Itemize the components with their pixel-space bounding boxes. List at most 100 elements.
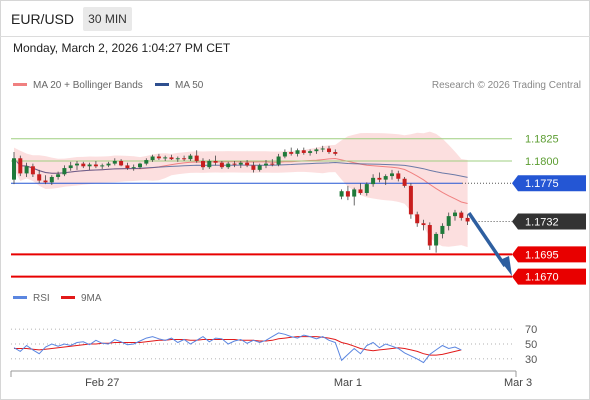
candle — [18, 155, 23, 177]
candle-body — [24, 166, 29, 174]
candle-body — [421, 223, 426, 226]
candle — [87, 162, 92, 170]
candle — [207, 159, 212, 169]
candle-body — [81, 163, 86, 167]
candle-body — [238, 162, 243, 165]
candle — [131, 164, 136, 171]
rsi-axis-label: 50 — [525, 339, 537, 351]
candle — [75, 160, 79, 170]
candle-body — [364, 184, 369, 193]
legend-ma50: MA 50 — [155, 80, 203, 91]
level-label-1.1670: 1.1670 — [525, 272, 559, 284]
rsi-line — [13, 332, 462, 364]
candle-body — [396, 173, 401, 179]
candle-body — [459, 212, 464, 218]
candle-body — [18, 158, 23, 174]
candle — [257, 163, 262, 172]
candle-body — [402, 178, 407, 186]
candle — [150, 154, 155, 162]
candle — [226, 161, 231, 169]
candle-body — [264, 163, 268, 166]
candle — [301, 147, 306, 155]
candle — [169, 154, 174, 161]
candle-body — [138, 163, 142, 168]
time-tick-label: Mar 1 — [334, 377, 362, 389]
candle — [245, 160, 250, 168]
candle — [49, 175, 54, 185]
time-tick-label: Feb 27 — [85, 377, 119, 389]
level-tag-1.1670 — [512, 268, 586, 285]
candle-body — [213, 160, 218, 163]
candle — [459, 210, 464, 221]
candle — [345, 185, 350, 201]
candle-body — [358, 189, 363, 193]
candle — [251, 161, 256, 173]
timeframe-badge[interactable]: 30 MIN — [83, 7, 132, 31]
candle-body — [453, 212, 457, 217]
candle — [119, 159, 124, 167]
candle-body — [144, 160, 149, 164]
candle — [415, 211, 420, 227]
candle-body — [390, 173, 394, 177]
candle-body — [150, 156, 155, 161]
candle — [408, 183, 413, 219]
candle-body — [112, 160, 117, 164]
candle — [100, 163, 105, 169]
candle — [270, 159, 275, 167]
candle-body — [314, 149, 319, 152]
datetime-label: Monday, March 2, 2026 1:04:27 PM CET — [13, 41, 231, 55]
candle — [352, 187, 357, 206]
candle — [446, 212, 451, 231]
research-credit: Research © 2026 Trading Central — [431, 80, 581, 91]
forecast-arrow-head — [500, 256, 512, 276]
candle — [434, 232, 439, 253]
candle-body — [308, 151, 313, 153]
rsi-swatch — [13, 295, 27, 299]
candle — [308, 149, 313, 156]
candle-body — [446, 216, 451, 226]
candle — [156, 153, 161, 161]
rsi-axis-label: 70 — [525, 324, 537, 336]
candle — [440, 223, 445, 239]
candle-body — [345, 191, 350, 197]
level-tag-1.1695 — [512, 246, 586, 263]
candle-body — [194, 155, 199, 161]
candle-body — [251, 165, 256, 170]
candle — [219, 160, 224, 169]
candle — [182, 155, 187, 161]
level-label-1.1732: 1.1732 — [525, 216, 559, 228]
candle-body — [68, 165, 73, 169]
candle-body — [106, 163, 111, 166]
level-label-1.1695: 1.1695 — [525, 249, 559, 261]
ma50-swatch — [155, 82, 169, 86]
ma50-legend-label: MA 50 — [175, 80, 204, 91]
rsi-ma-line — [14, 336, 462, 356]
candle — [364, 182, 369, 196]
candle-body — [245, 162, 250, 166]
candle-body — [352, 189, 357, 197]
candle-body — [169, 157, 174, 160]
candle — [93, 160, 98, 169]
candle-body — [289, 152, 294, 154]
legend-ma20: MA 20 + Bollinger Bands — [13, 80, 143, 91]
candle-body — [125, 165, 130, 169]
candle-body — [87, 164, 92, 167]
candle-body — [257, 165, 262, 170]
candle-body — [43, 180, 48, 183]
candle — [144, 158, 149, 166]
candle — [68, 161, 73, 171]
candle-body — [156, 156, 161, 159]
candle-body — [320, 148, 325, 150]
candle-body — [56, 174, 61, 177]
candle-body — [75, 163, 79, 166]
candle — [194, 150, 199, 163]
candle-body — [327, 148, 331, 153]
candle — [383, 174, 388, 185]
candle-body — [371, 177, 376, 185]
bollinger-band — [14, 131, 468, 248]
candle-body — [163, 157, 168, 159]
candle-body — [301, 150, 306, 153]
candle — [112, 158, 117, 166]
candle — [377, 172, 382, 183]
